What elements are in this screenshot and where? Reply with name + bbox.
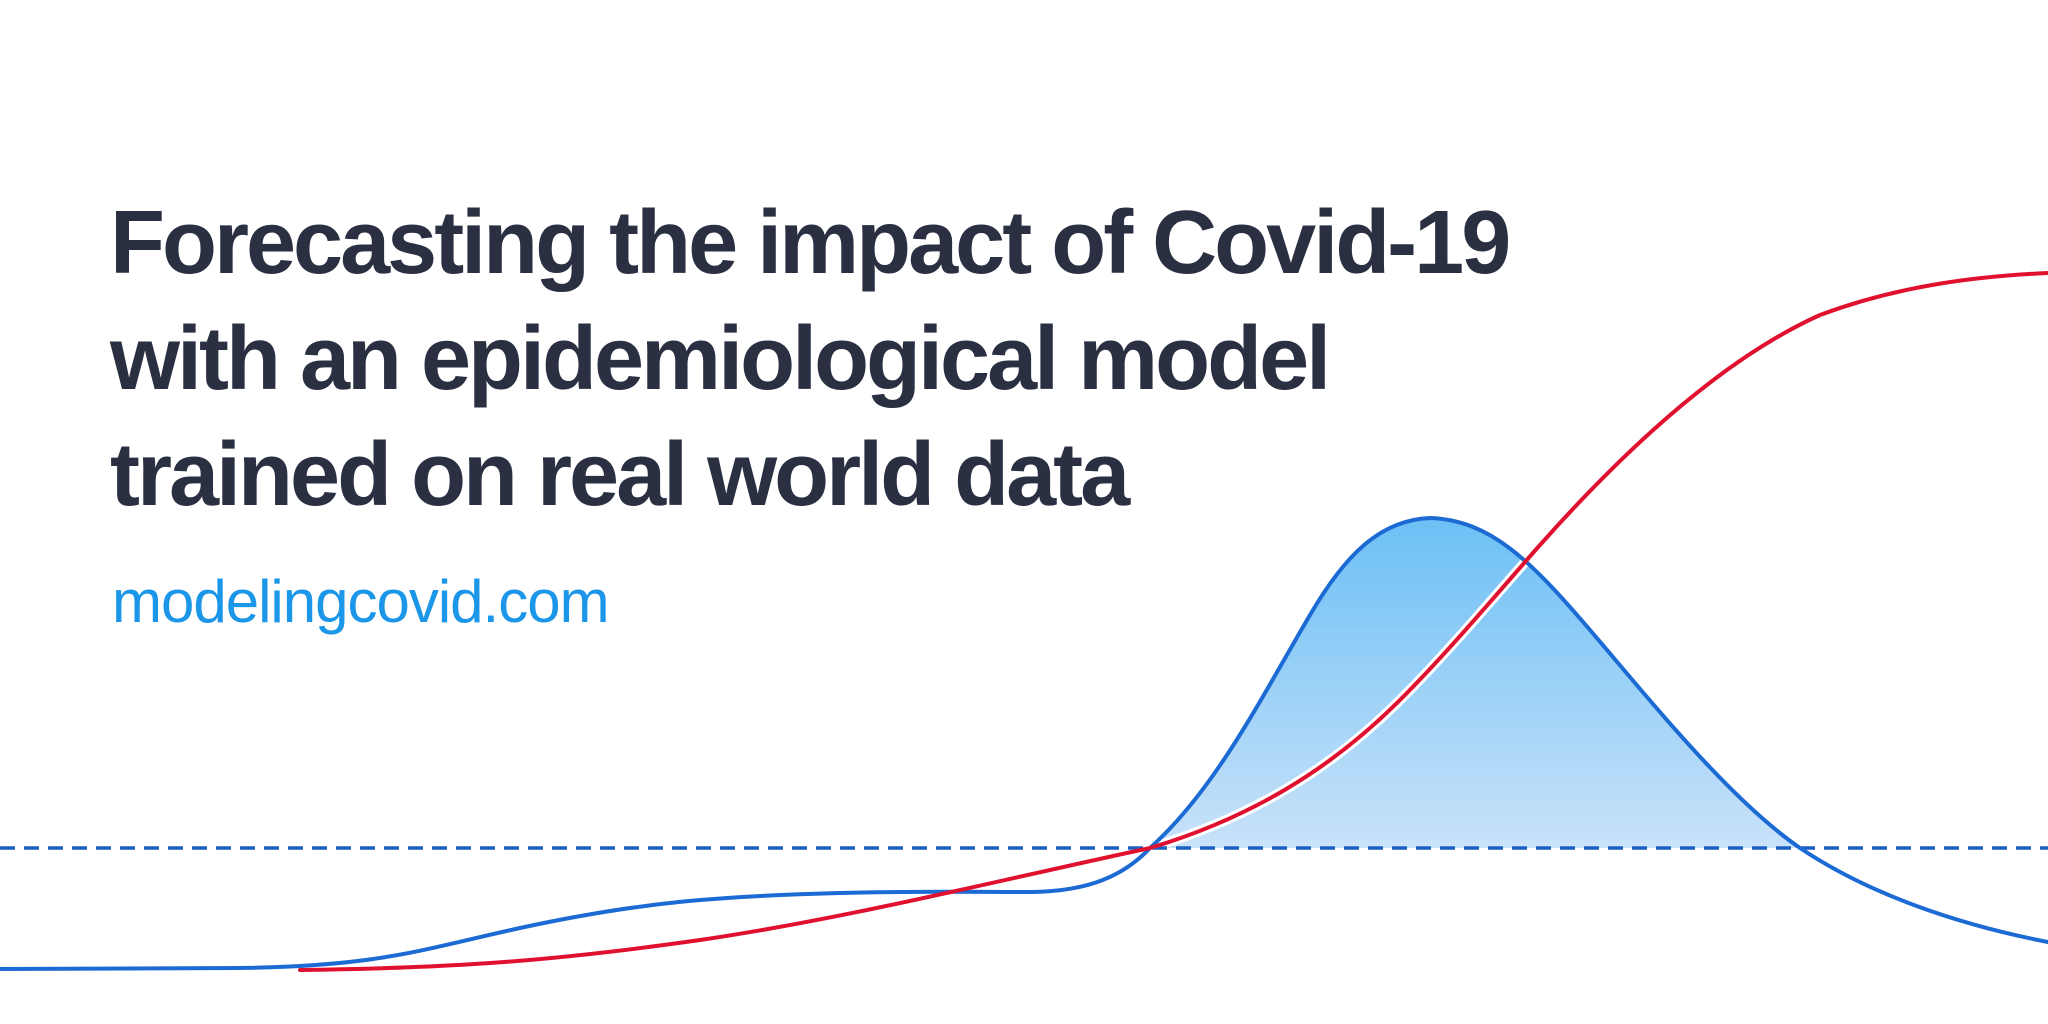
headline-line-3: trained on real world data: [110, 425, 1130, 525]
blue-curve: [0, 516, 2048, 971]
peak-fill-area: [1150, 518, 1800, 848]
headline-line-2: with an epidemiological model: [110, 309, 1331, 409]
headline: Forecasting the impact of Covid-19 with …: [110, 185, 1710, 533]
headline-line-1: Forecasting the impact of Covid-19: [110, 193, 1511, 293]
site-link[interactable]: modelingcovid.com: [112, 568, 610, 635]
red-curve: [298, 271, 2048, 972]
